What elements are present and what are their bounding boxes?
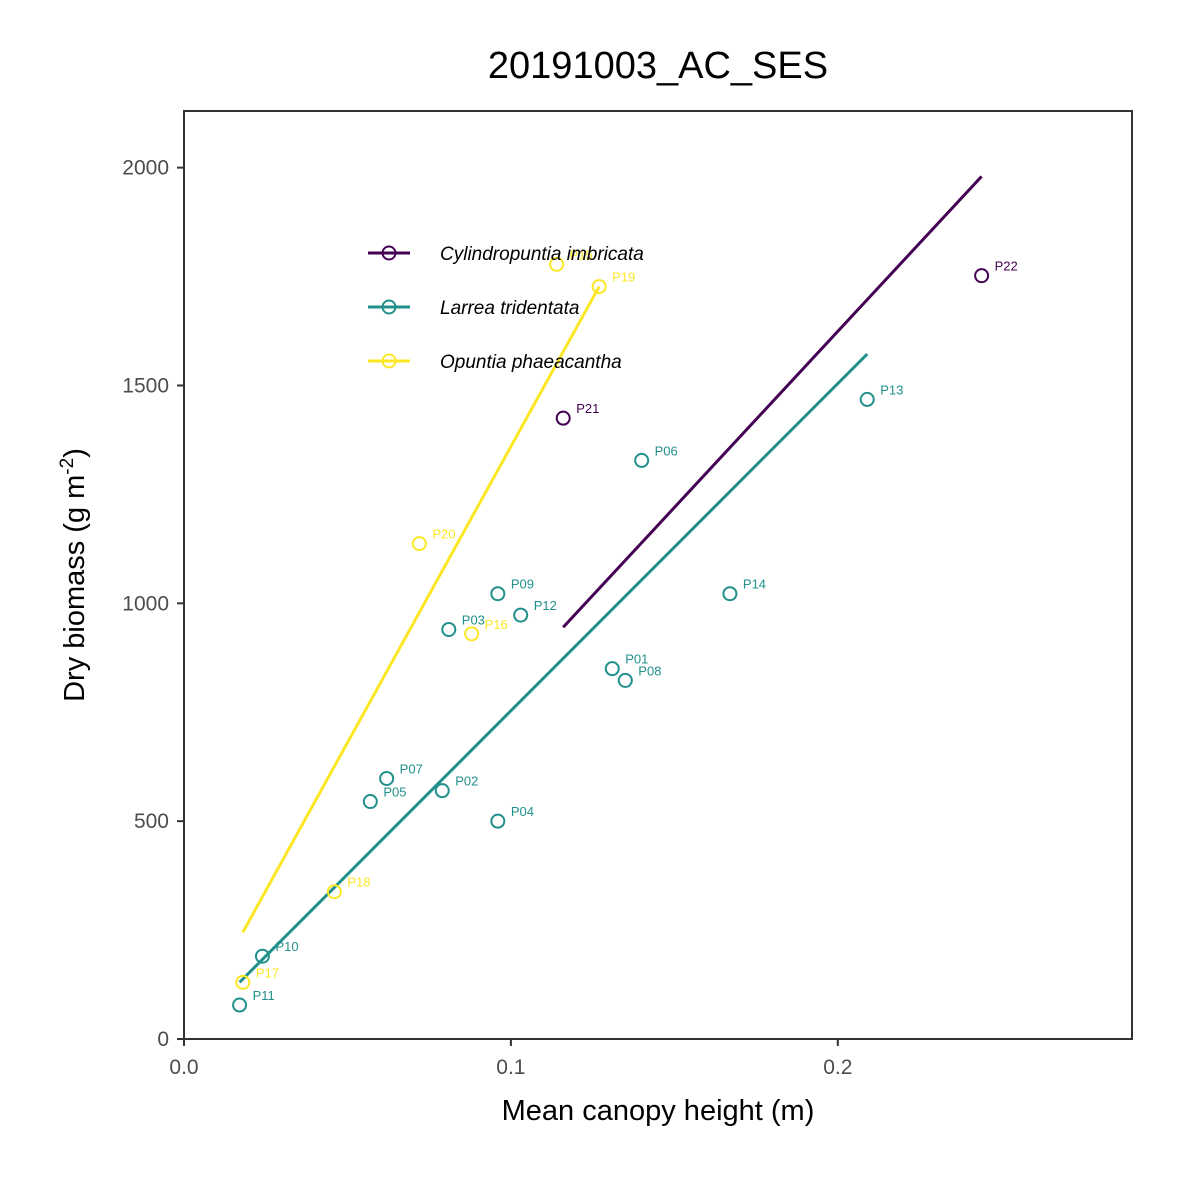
data-point <box>490 586 506 602</box>
point-label: P20 <box>432 527 455 542</box>
legend-key-point <box>381 299 397 315</box>
legend-label: Larrea tridentata <box>440 298 579 319</box>
y-axis-title-close: ) <box>59 448 91 458</box>
data-point <box>464 626 480 642</box>
data-point <box>232 997 248 1013</box>
data-point <box>859 391 875 407</box>
point-label: P18 <box>347 875 370 890</box>
point-label: P13 <box>880 382 903 397</box>
legend-key-point <box>381 245 397 261</box>
data-point <box>513 607 529 623</box>
point-label: P04 <box>511 804 534 819</box>
series-group: P15 P16 P17 P18 P19 P20 <box>235 247 635 990</box>
y-tick-label: 1500 <box>122 374 169 397</box>
x-axis-title: Mean canopy height (m) <box>502 1095 815 1127</box>
y-axis-title: Dry biomass (g m-2) <box>57 448 91 702</box>
data-point <box>549 256 565 272</box>
data-point <box>379 770 395 786</box>
data-point <box>591 279 607 295</box>
legend: Cylindropuntia imbricata Larrea tridentat… <box>368 244 644 373</box>
series-group: P21 P22 <box>555 175 1018 629</box>
plot-panel-border <box>183 110 1133 1040</box>
point-label: P17 <box>256 965 279 980</box>
x-tick-label: 0.2 <box>823 1056 852 1079</box>
data-point <box>362 794 378 810</box>
point-label: P09 <box>511 577 534 592</box>
data-point <box>490 813 506 829</box>
point-label: P10 <box>275 939 298 954</box>
point-label: P03 <box>462 612 485 627</box>
data-point <box>326 884 342 900</box>
regression-line <box>238 353 869 984</box>
point-label: P21 <box>576 401 599 416</box>
point-label: P19 <box>612 270 635 285</box>
point-label: P06 <box>655 443 678 458</box>
data-point <box>254 948 270 964</box>
point-label: P02 <box>455 774 478 789</box>
y-tick-label: 500 <box>134 810 169 833</box>
y-axis-title-main: Dry biomass (g m <box>59 475 91 702</box>
data-point <box>555 410 571 426</box>
point-label: P22 <box>995 259 1018 274</box>
data-point <box>604 661 620 677</box>
data-point <box>617 672 633 688</box>
data-point <box>441 621 457 637</box>
series-group: P01 P02 P03 P04 P05 P06 P07 P08 P09 P10 P11 P12 P13 P… <box>232 353 903 1013</box>
point-label: P14 <box>743 577 766 592</box>
point-label: P15 <box>570 247 593 262</box>
point-label: P05 <box>383 785 406 800</box>
legend-label: Opuntia phaeacantha <box>440 352 622 373</box>
y-tick-label: 2000 <box>122 157 169 180</box>
data-point <box>235 974 251 990</box>
point-label: P16 <box>485 617 508 632</box>
regression-line <box>562 175 983 629</box>
point-label: P12 <box>534 598 557 613</box>
y-tick-label: 0 <box>157 1028 169 1051</box>
chart-title: 20191003_AC_SES <box>488 45 828 87</box>
y-axis-title-superscript: -2 <box>57 458 78 475</box>
data-point <box>434 783 450 799</box>
point-label: P08 <box>638 663 661 678</box>
data-point <box>722 586 738 602</box>
data-point <box>411 536 427 552</box>
regression-line <box>241 285 601 933</box>
x-tick-label: 0.0 <box>169 1056 198 1079</box>
data-point <box>634 452 650 468</box>
point-label: P01 <box>625 652 648 667</box>
point-label: P07 <box>400 761 423 776</box>
point-label: P11 <box>253 988 275 1003</box>
x-tick-label: 0.1 <box>496 1056 525 1079</box>
y-tick-label: 1000 <box>122 592 169 615</box>
legend-key-point <box>381 353 397 369</box>
legend-label: Cylindropuntia imbricata <box>440 244 644 265</box>
data-point <box>974 268 990 284</box>
